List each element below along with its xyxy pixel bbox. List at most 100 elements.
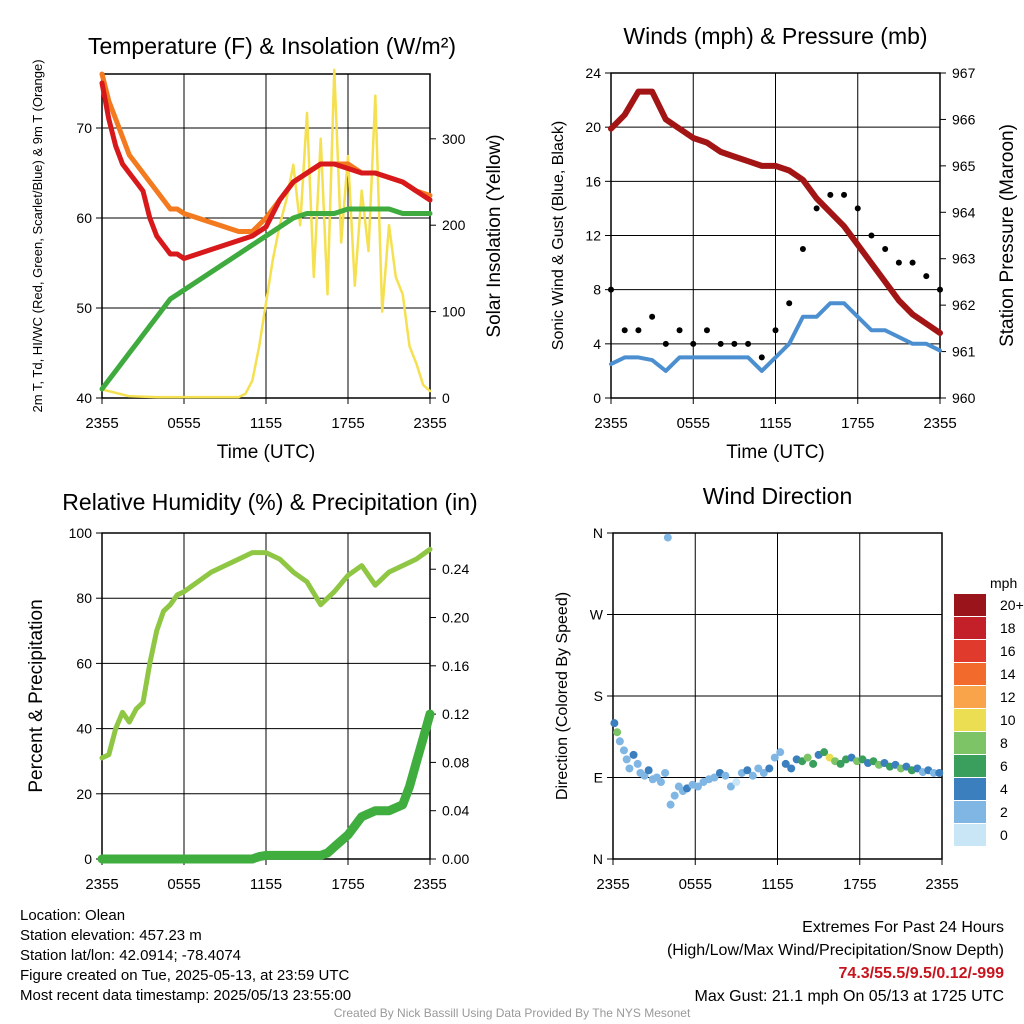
legend-swatch <box>954 686 986 708</box>
gust-point <box>758 354 765 361</box>
gust-point <box>909 259 916 266</box>
panel-winds: 2355 0555 1155 1755 2355 0 4 8 12 16 20 24 960 961 962… <box>550 65 1018 432</box>
x-tick-label: 1755 <box>331 876 364 893</box>
series-line <box>608 88 943 336</box>
gust-point <box>841 191 848 198</box>
x-tick-label: 1155 <box>761 876 793 893</box>
direction-point <box>613 728 622 737</box>
direction-point <box>666 800 675 809</box>
direction-point <box>721 771 730 780</box>
speed-legend: mph 20+ 18 16 14 12 10 8 6 4 2 0 <box>954 575 1024 846</box>
panel-temperature: 2355 0555 1155 1755 2355 40 50 60 70 0 100 200 300 2m… <box>30 59 505 432</box>
y2-axis-label: Solar Insolation (Yellow) <box>484 134 505 337</box>
y2-tick-label: 200 <box>442 217 466 233</box>
legend-swatch <box>954 663 986 685</box>
direction-point <box>625 764 634 773</box>
latlon-text: Station lat/lon: 42.0914; -78.4074 <box>20 947 242 964</box>
y2-tick-label: 0.04 <box>442 803 469 819</box>
direction-point <box>836 759 845 768</box>
x-tick-label: 1155 <box>759 415 791 432</box>
direction-point <box>693 782 702 791</box>
gust-point <box>868 232 875 239</box>
gust-point <box>621 327 628 334</box>
y-tick-label: 20 <box>585 119 601 135</box>
chart-title: Winds (mph) & Pressure (mb) <box>623 23 927 49</box>
legend-label: 4 <box>1000 781 1008 797</box>
legend-swatch <box>954 640 986 662</box>
y2-tick-label: 963 <box>952 251 976 267</box>
direction-point <box>710 773 719 782</box>
y2-tick-label: 100 <box>442 304 466 320</box>
max-gust-text: Max Gust: 21.1 mph On 05/13 at 1725 UTC <box>694 988 1005 1005</box>
y-tick-label: 50 <box>76 300 92 316</box>
y-tick-label: 60 <box>76 210 92 226</box>
gust-point <box>772 327 779 334</box>
y-axis-label: Direction (Colored By Speed) <box>554 592 571 800</box>
y-tick-label: 60 <box>76 655 92 671</box>
y2-tick-label: 0.20 <box>442 610 469 626</box>
credit-text: Created By Nick Bassill Using Data Provi… <box>333 1006 691 1020</box>
gust-point <box>703 327 710 334</box>
y-tick-label: 0 <box>84 851 92 867</box>
series-line <box>99 546 433 761</box>
direction-point <box>781 759 790 768</box>
legend-swatch <box>954 594 986 616</box>
legend-swatch <box>954 617 986 639</box>
x-tick-label: 2355 <box>413 415 446 432</box>
chart-title: Wind Direction <box>703 483 853 509</box>
y-tick-label: 70 <box>76 120 92 136</box>
station-info: Location: Olean Station elevation: 457.2… <box>20 906 351 1006</box>
gust-point <box>895 259 902 266</box>
elevation-text: Station elevation: 457.23 m <box>20 927 202 944</box>
legend-label: 10 <box>1000 712 1016 728</box>
gust-point <box>731 340 738 347</box>
created-text: Figure created on Tue, 2025-05-13, at 23… <box>20 967 350 984</box>
gust-point <box>813 205 820 212</box>
direction-point <box>809 759 818 768</box>
direction-point <box>629 750 638 759</box>
legend-swatch <box>954 709 986 731</box>
x-tick-label: 0555 <box>167 415 200 432</box>
y2-tick-label: 0.12 <box>442 706 469 722</box>
direction-point <box>619 746 628 755</box>
gust-point <box>717 340 724 347</box>
gust-point <box>827 191 834 198</box>
y-tick-label: 8 <box>593 282 601 298</box>
y-tick-label: 80 <box>76 590 92 606</box>
extremes-desc: (High/Low/Max Wind/Precipitation/Snow De… <box>666 942 1004 959</box>
y2-tick-label: 0.24 <box>442 561 469 577</box>
x-tick-label: 2355 <box>85 876 118 893</box>
direction-point <box>726 782 735 791</box>
y-tick-label: W <box>590 607 604 623</box>
gust-point <box>937 286 943 293</box>
y-tick-label: 0 <box>593 390 601 406</box>
extremes-values: 74.3/55.5/9.5/0.12/-999 <box>838 965 1004 982</box>
chart-title: Relative Humidity (%) & Precipitation (i… <box>62 489 477 515</box>
direction-point <box>754 764 763 773</box>
y2-tick-label: 965 <box>952 158 976 174</box>
panel-humidity: 2355 0555 1155 1755 2355 0 20 40 60 80 100 0.00 0.04… <box>26 525 469 893</box>
charts-canvas: 2355 0555 1155 1755 23554050607001002003002m… <box>26 23 1024 893</box>
direction-point <box>656 778 665 787</box>
gust-point <box>662 340 669 347</box>
gust-point <box>854 205 861 212</box>
y2-tick-label: 966 <box>952 111 976 127</box>
gust-point <box>635 327 642 334</box>
extremes-title: Extremes For Past 24 Hours <box>802 919 1004 936</box>
gust-point <box>608 286 614 293</box>
legend-label: 14 <box>1000 666 1016 682</box>
y2-tick-label: 961 <box>952 344 976 360</box>
legend-title: mph <box>990 575 1017 591</box>
legend-label: 8 <box>1000 735 1008 751</box>
gust-point <box>923 273 930 280</box>
y-tick-label: S <box>594 688 603 704</box>
x-tick-label: 2355 <box>85 415 118 432</box>
y-tick-label: N <box>593 851 603 867</box>
x-tick-label: 1155 <box>250 876 282 893</box>
legend-label: 16 <box>1000 643 1016 659</box>
y2-tick-label: 0.16 <box>442 658 469 674</box>
direction-point <box>661 768 670 777</box>
direction-point <box>743 766 752 775</box>
x-tick-label: 2355 <box>596 876 629 893</box>
legend-label: 20+ <box>1000 597 1024 613</box>
